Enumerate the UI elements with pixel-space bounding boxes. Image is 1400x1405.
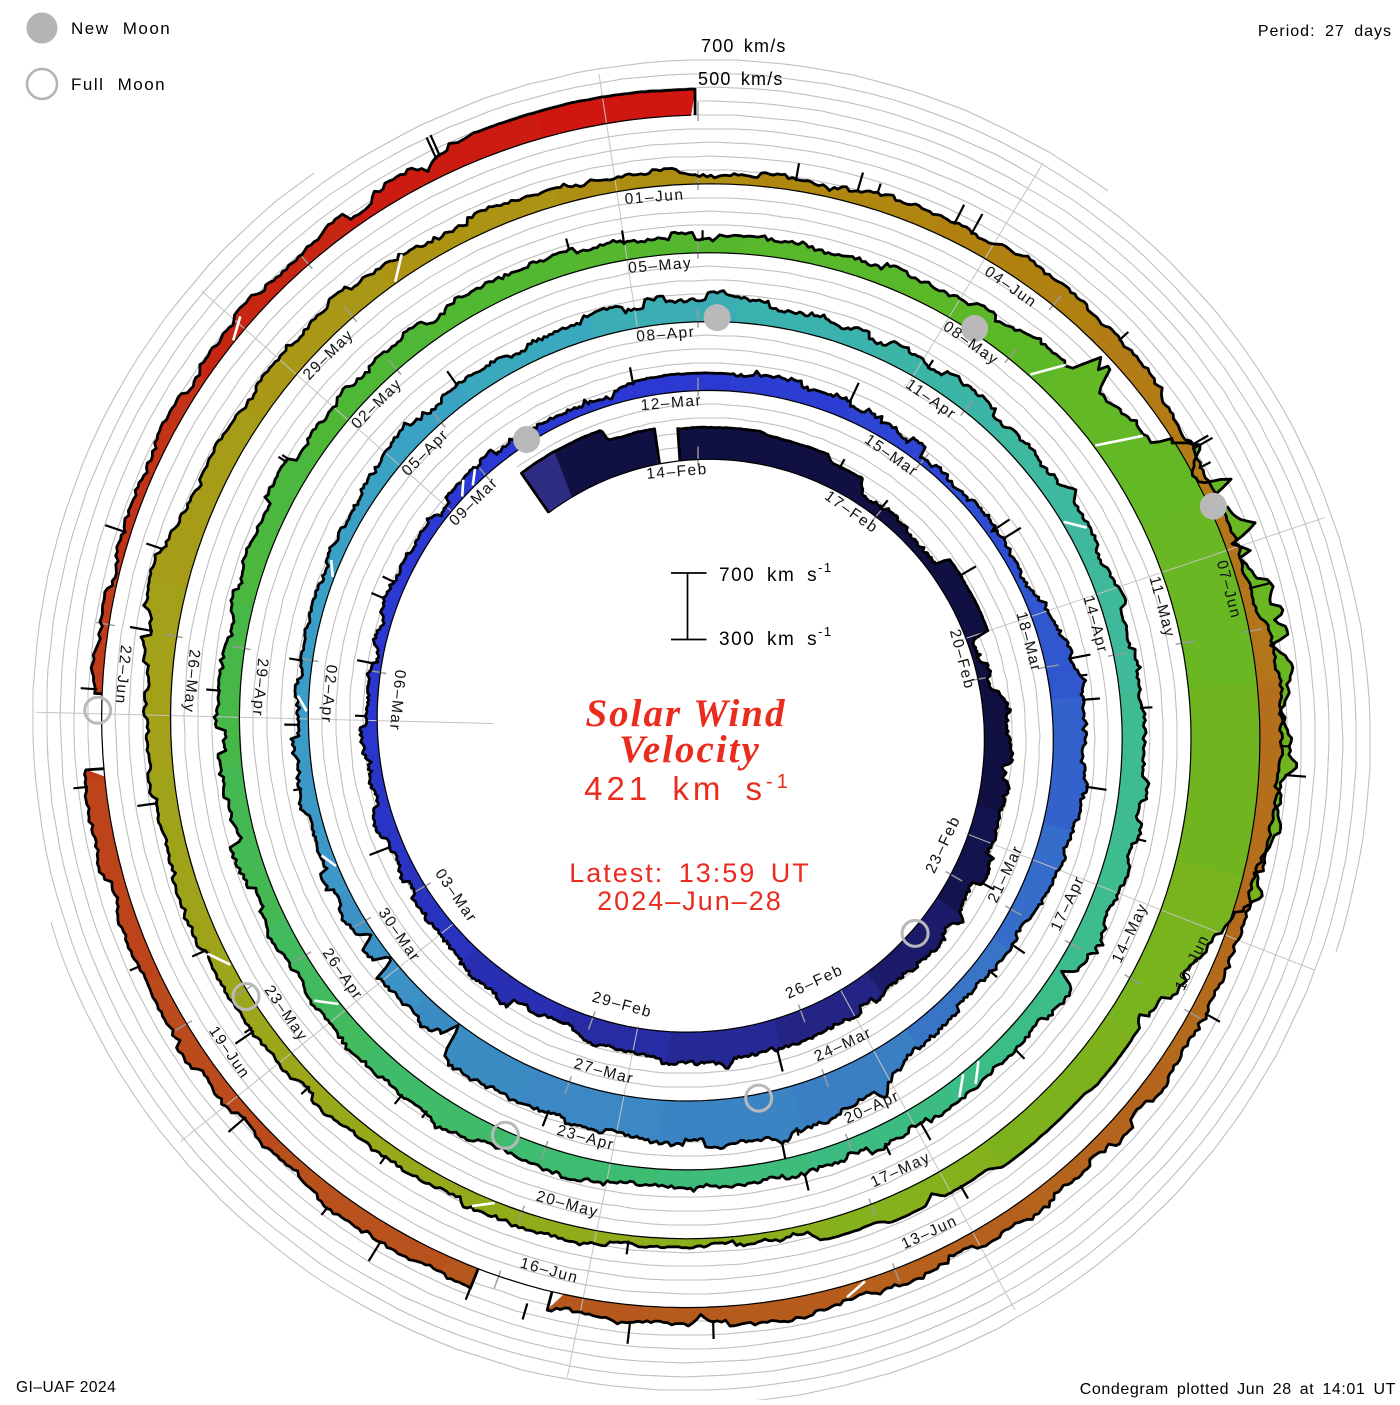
svg-text:2024–Jun–28: 2024–Jun–28 bbox=[597, 886, 783, 916]
svg-text:500 km/s: 500 km/s bbox=[698, 69, 784, 89]
svg-text:GI–UAF 2024: GI–UAF 2024 bbox=[16, 1379, 116, 1396]
svg-text:Condegram plotted Jun 28 at 14: Condegram plotted Jun 28 at 14:01 UT bbox=[1080, 1381, 1396, 1398]
svg-text:Latest: 13:59 UT: Latest: 13:59 UT bbox=[569, 858, 811, 888]
svg-text:421 km s-1: 421 km s-1 bbox=[584, 770, 792, 807]
svg-text:700 km/s: 700 km/s bbox=[701, 36, 787, 56]
svg-text:Full Moon: Full Moon bbox=[71, 75, 166, 94]
svg-text:Velocity: Velocity bbox=[619, 728, 761, 771]
svg-text:Period: 27 days: Period: 27 days bbox=[1258, 23, 1392, 40]
svg-text:New Moon: New Moon bbox=[71, 19, 171, 38]
